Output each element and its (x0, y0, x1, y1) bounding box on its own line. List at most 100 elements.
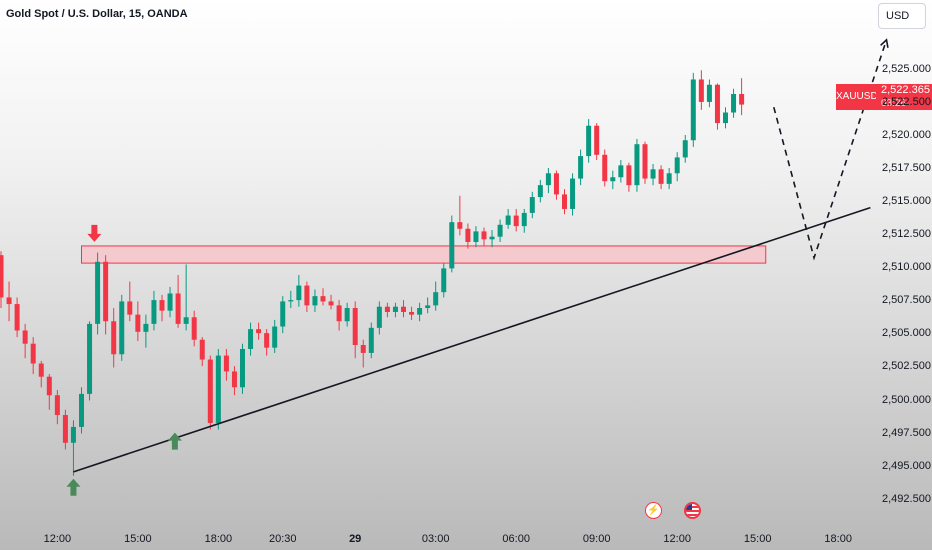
candle (425, 297, 431, 314)
time-tick-label: 18:00 (204, 533, 233, 545)
price-tick-label: 2,515.000 (882, 195, 931, 208)
candle-body (723, 112, 728, 124)
candle (739, 78, 745, 116)
candle (272, 319, 278, 353)
candle (288, 290, 294, 309)
price-tick-label: 2,502.500 (882, 360, 931, 373)
candle-body (425, 305, 431, 309)
candle-body (731, 94, 737, 113)
candle-body (46, 376, 52, 396)
candle (706, 79, 712, 108)
candle-body (634, 144, 640, 186)
candle (183, 264, 189, 331)
candle (586, 119, 592, 163)
candle (553, 170, 559, 200)
candle (143, 314, 149, 348)
candle (127, 281, 133, 322)
candle-body (248, 329, 254, 349)
candle-body (521, 212, 527, 227)
candle (135, 301, 141, 342)
candle-body (191, 317, 197, 340)
candle (6, 281, 12, 322)
candle-body (14, 304, 20, 331)
candle (529, 191, 535, 219)
candle (328, 294, 334, 310)
candle-body (650, 169, 656, 179)
last-price-tag: 2,522.365 03:26 (876, 84, 932, 110)
candle-body (360, 345, 366, 353)
price-tick-label: 2,500.000 (882, 393, 931, 406)
projection-path (773, 39, 888, 261)
candle-body (545, 173, 551, 186)
candle (215, 348, 221, 430)
candle (103, 255, 109, 335)
candle-body (409, 311, 415, 315)
candle (296, 275, 302, 307)
price-tick-label: 2,505.000 (882, 327, 931, 340)
symbol-label: XAUUSD (836, 91, 878, 102)
us-flag-icon[interactable] (684, 502, 701, 519)
candle (481, 227, 487, 246)
candle (0, 251, 4, 309)
candle-body (70, 426, 76, 443)
candle-body (280, 301, 286, 327)
candle-body (497, 224, 503, 237)
candle (111, 308, 117, 368)
price-tick-label: 2,497.500 (882, 426, 931, 439)
candle (360, 339, 366, 368)
candle-body (417, 308, 423, 315)
candle-body (175, 293, 181, 324)
candle (578, 149, 584, 186)
price-tick-label: 2,507.500 (882, 294, 931, 307)
candle-body (119, 301, 125, 355)
time-tick-label: 20:30 (268, 533, 297, 545)
candle (505, 208, 511, 229)
candle-body (562, 194, 567, 209)
candle-body (79, 393, 84, 427)
candle (392, 302, 398, 318)
price-tick-label: 2,510.000 (882, 261, 931, 274)
candle-body (215, 355, 221, 423)
symbol-tag: XAUUSD (836, 84, 878, 110)
candle (70, 420, 76, 476)
candle-body (296, 285, 302, 301)
time-tick-label: 09:00 (582, 533, 611, 545)
candle (642, 141, 648, 184)
currency-button[interactable]: USD (878, 3, 926, 29)
candle-body (698, 79, 704, 102)
lightning-icon[interactable]: ⚡ (645, 502, 662, 519)
candle-body (87, 323, 93, 394)
candle-body (690, 79, 696, 141)
candle-body (392, 306, 398, 312)
price-tick-label: 2,495.000 (882, 459, 931, 472)
candle-body (610, 177, 616, 182)
candle-body (594, 125, 600, 155)
chart-title: Gold Spot / U.S. Dollar, 15, OANDA (6, 8, 188, 20)
candle (682, 134, 688, 163)
candle (280, 296, 286, 334)
candle (489, 230, 495, 248)
candle-body (167, 293, 173, 311)
candle-body (151, 300, 157, 324)
candle-body (111, 321, 117, 355)
candle (457, 195, 463, 236)
candle-body (103, 261, 109, 322)
candle (46, 374, 52, 410)
candle (175, 275, 181, 328)
candle (409, 306, 415, 320)
candle-body (231, 371, 237, 388)
candle-body (505, 215, 511, 225)
resistance-zone (81, 245, 767, 264)
candle (304, 281, 310, 312)
candle (256, 322, 262, 340)
candle-body (368, 327, 374, 353)
candle-body (223, 355, 229, 372)
candle-body (553, 173, 559, 195)
candle (401, 300, 406, 318)
candle-body (513, 215, 519, 227)
candle-body (62, 415, 68, 443)
candle (336, 300, 342, 331)
candle (384, 302, 390, 318)
